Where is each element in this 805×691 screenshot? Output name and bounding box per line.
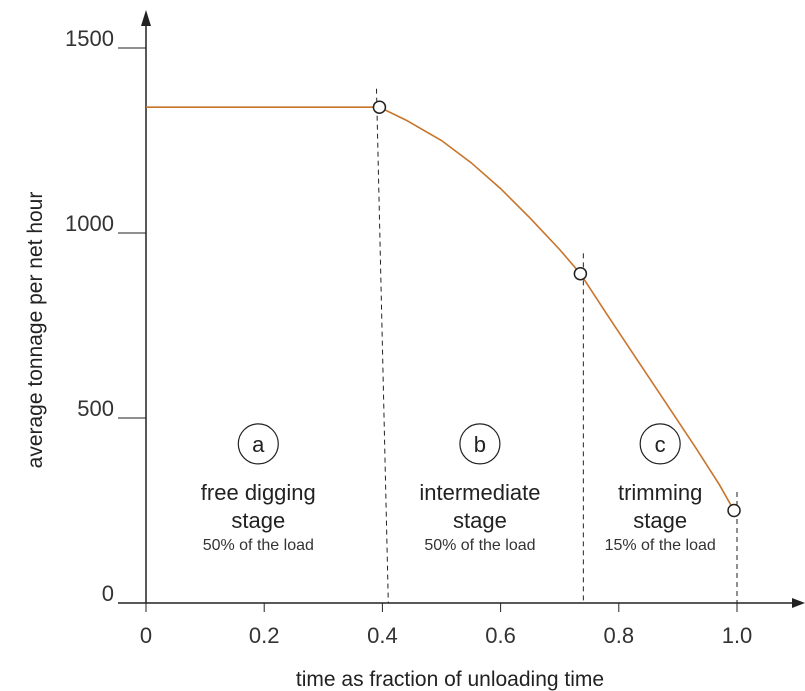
stage-share: 15% of the load [605,537,716,554]
axes [118,10,805,608]
stage-share: 50% of the load [203,537,314,554]
x-tick-label: 0 [140,623,152,648]
stage-title: free digging [201,480,316,505]
y-tick-label: 0 [102,581,114,606]
curve-markers [372,100,741,518]
stage-share: 50% of the load [424,537,535,554]
stage-b-badge [459,423,501,465]
y-axis-arrow [141,10,151,26]
series-line [146,106,735,511]
x-tick-label: 0.2 [249,623,280,648]
y-tick-label: 500 [77,396,114,421]
stage-letter: c [655,432,666,457]
stage-subtitle: stage [633,508,687,533]
x-axis-arrow [792,598,805,608]
stage-c-badge [639,423,681,465]
stage-title: trimming [618,480,702,505]
stage-divider [375,88,389,604]
curve-marker [727,503,741,518]
x-tick-label: 0.6 [485,623,516,648]
y-axis-title: average tonnage per net hour [24,192,47,469]
stage-letter: b [474,432,486,457]
stage-labels: a free digging stage 50% of the load b interm… [201,423,716,554]
stage-a-badge [237,423,279,465]
x-tick-label: 1.0 [722,623,753,648]
x-tick-label: 0.8 [604,623,635,648]
curve-marker [372,100,387,114]
y-ticks: 0 500 1000 1500 [65,26,146,606]
stage-subtitle: stage [453,508,507,533]
y-tick-label: 1500 [65,26,114,51]
stage-title: intermediate [419,480,540,505]
curve-marker [573,266,588,281]
y-tick-label: 1000 [65,211,114,236]
x-ticks: 0 0.2 0.4 0.6 0.8 1.0 [140,603,752,648]
stage-letter: a [252,432,265,457]
x-axis-title: time as fraction of unloading time [296,668,604,691]
stage-subtitle: stage [231,508,285,533]
x-tick-label: 0.4 [367,623,398,648]
